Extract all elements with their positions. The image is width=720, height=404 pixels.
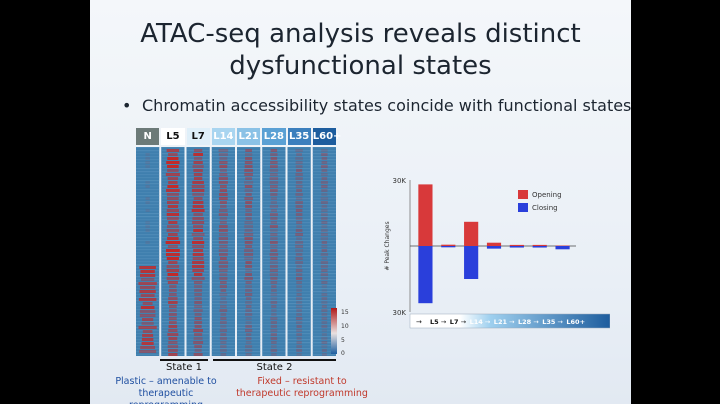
timeline-label-l5: L5 (430, 318, 439, 326)
state-1-label: State 1 (165, 362, 202, 373)
timeline-arrow: → (509, 318, 515, 326)
bar-opening-0 (418, 184, 433, 246)
caption-fixed: Fixed – resistant to therapeutic reprogr… (236, 376, 368, 399)
bullet-text: Chromatin accessibility states coincide … (142, 96, 631, 115)
heatmap-color-scale: 15 10 5 0 (331, 308, 349, 357)
timeline-arrow: → (485, 318, 491, 326)
legend-swatch-opening (518, 190, 528, 199)
timeline-label-l14: L14 (470, 318, 484, 326)
timeline-arrow: → (441, 318, 447, 326)
slide-title: ATAC-seq analysis reveals distinct dysfu… (90, 18, 631, 82)
y-axis-label: # Peak Changes (384, 221, 391, 270)
lane-label-l60plus: L60+ (312, 128, 341, 145)
slide-title-line-1: ATAC-seq analysis reveals distinct (140, 19, 581, 49)
lane-label-n: N (136, 128, 160, 145)
state-2-label: State 2 (256, 362, 293, 373)
timeline-arrow: → (533, 318, 539, 326)
heatmap-lane (186, 147, 210, 356)
y-tick-label: 30K (393, 309, 407, 317)
atac-heatmap (136, 147, 336, 356)
bar-closing-3 (486, 246, 502, 249)
state-brackets: State 1 State 2 (136, 358, 336, 374)
state-2-bracket (213, 359, 336, 361)
bar-opening-5 (532, 244, 547, 246)
bar-closing-1 (441, 246, 456, 248)
timeline-label-l35: L35 (542, 318, 556, 326)
bar-closing-5 (532, 246, 547, 248)
timeline-arrow: → (557, 318, 563, 326)
bar-opening-3 (486, 242, 502, 246)
time-course-bar (409, 313, 610, 329)
heatmap-lane (237, 147, 261, 356)
bar-opening-1 (441, 244, 456, 246)
state-1-bracket (160, 359, 208, 361)
timeline-arrow: → (461, 318, 467, 326)
lane-label-l28: L28 (262, 128, 286, 145)
heatmap-lane (262, 147, 286, 356)
timeline-label-l60plus: L60+ (566, 318, 585, 326)
legend-label-closing: Closing (532, 204, 558, 212)
bullet-icon: • (122, 96, 132, 115)
heatmap-lane-labels: N L5 L7 L14 L21 L28 L35 L60+ (136, 128, 341, 145)
lane-label-l21: L21 (237, 128, 261, 145)
legend-label-opening: Opening (532, 191, 562, 199)
y-tick-label: 30K (393, 177, 407, 185)
lane-label-l35: L35 (287, 128, 311, 145)
bar-opening-4 (509, 244, 524, 246)
scale-tick: 15 (341, 309, 349, 316)
lane-label-l7: L7 (186, 128, 210, 145)
timeline-label-l21: L21 (494, 318, 508, 326)
heatmap-lane (287, 147, 311, 356)
slide-title-line-2: dysfunctional states (229, 51, 492, 81)
legend-swatch-closing (518, 203, 528, 212)
bullet-point: • Chromatin accessibility states coincide… (122, 96, 631, 115)
heatmap-lane (161, 147, 185, 356)
heatmap-lane (211, 147, 235, 356)
scale-tick: 5 (341, 337, 345, 344)
timeline-arrow: → (416, 318, 422, 326)
timeline-label-l7: L7 (450, 318, 459, 326)
slide: ATAC-seq analysis reveals distinct dysfu… (90, 0, 631, 404)
scale-tick: 10 (341, 323, 349, 330)
heatmap-lane (312, 147, 336, 356)
bar-closing-2 (464, 246, 479, 279)
timeline-label-l28: L28 (518, 318, 532, 326)
bar-closing-4 (509, 246, 524, 248)
bar-closing-0 (418, 246, 433, 304)
lane-label-l14: L14 (211, 128, 235, 145)
scale-tick: 0 (341, 350, 345, 357)
heatmap-lane (136, 147, 160, 356)
bar-opening-2 (464, 221, 479, 246)
bar-closing-6 (555, 246, 570, 250)
color-scale-bar (331, 308, 337, 354)
caption-plastic: Plastic – amenable to therapeutic reprog… (115, 376, 217, 404)
lane-label-l5: L5 (161, 128, 185, 145)
